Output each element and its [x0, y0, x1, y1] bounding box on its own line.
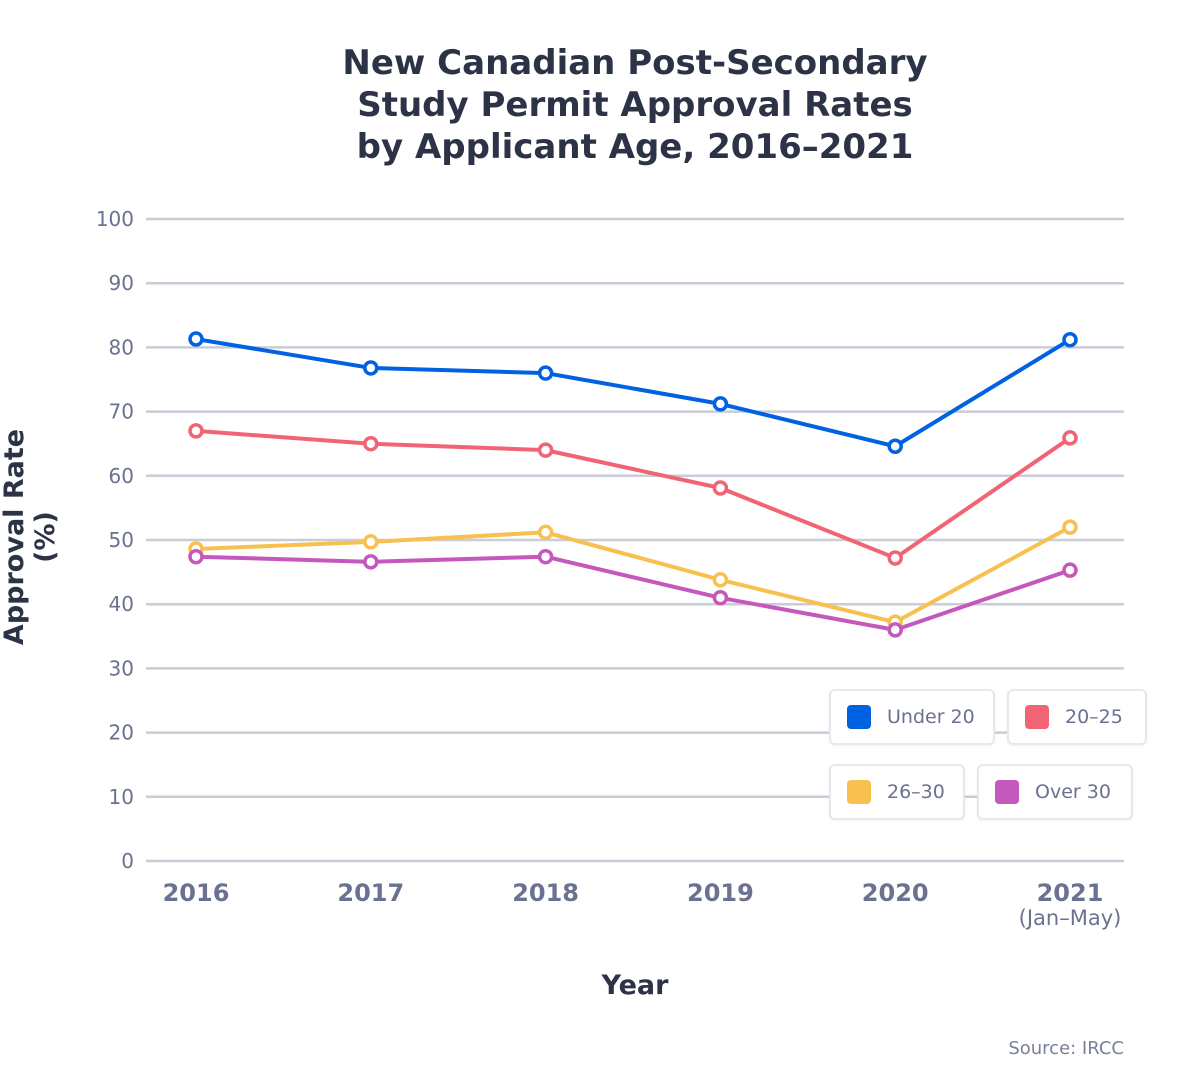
- data-point: [363, 554, 379, 570]
- data-point: [887, 622, 903, 638]
- data-point: [363, 360, 379, 376]
- data-point: [1062, 430, 1078, 446]
- data-point: [712, 480, 729, 496]
- data-point: [537, 524, 554, 541]
- data-point: [363, 435, 379, 452]
- data-point: [712, 572, 729, 588]
- x-tick-label: 2019: [687, 879, 754, 907]
- source-note: Source: IRCC: [1008, 1038, 1124, 1059]
- data-point: [712, 396, 729, 412]
- x-tick-label: 2020: [862, 879, 929, 907]
- legend-swatch: [847, 780, 871, 804]
- data-point: [188, 331, 204, 347]
- data-point: [712, 590, 729, 606]
- y-tick-label: 50: [109, 528, 134, 552]
- y-tick-label: 40: [109, 592, 134, 616]
- legend-label: Under 20: [887, 706, 975, 728]
- x-tick-label: 2016: [163, 879, 230, 907]
- data-point: [887, 550, 903, 566]
- legend-item-26-30: 26–30: [829, 764, 965, 820]
- x-tick-label: 2017: [337, 879, 404, 907]
- x-tick-label: 2018: [512, 879, 579, 907]
- data-point: [537, 548, 554, 565]
- y-tick-label: 10: [109, 785, 134, 809]
- x-axis-label: Year: [601, 970, 669, 1001]
- series-line-Over 30: [195, 554, 1071, 632]
- data-point: [537, 442, 554, 458]
- y-tick-label: 90: [109, 271, 134, 295]
- legend-label: Over 30: [1035, 781, 1111, 803]
- data-point: [188, 548, 204, 565]
- legend-swatch: [847, 705, 871, 729]
- y-tick-label: 0: [121, 849, 134, 873]
- series-line-20–25: [195, 428, 1072, 560]
- data-point: [1062, 519, 1078, 535]
- y-tick-label: 80: [109, 335, 134, 359]
- data-point: [1062, 562, 1078, 578]
- legend-label: 26–30: [887, 781, 945, 803]
- legend-item-20-25: 20–25: [1007, 689, 1147, 745]
- data-point: [188, 423, 204, 439]
- series-line-26–30: [195, 525, 1071, 625]
- x-tick-sublabel: (Jan–May): [1019, 906, 1122, 930]
- y-tick-label: 20: [109, 721, 134, 745]
- data-point: [887, 438, 903, 455]
- legend-item-under-20: Under 20: [829, 689, 995, 745]
- chart-title: New Canadian Post-Secondary Study Permit…: [342, 43, 928, 167]
- data-point: [537, 365, 554, 381]
- data-point: [363, 534, 379, 550]
- x-tick-label: 2021: [1037, 879, 1104, 907]
- y-tick-label: 70: [109, 400, 134, 424]
- legend-swatch: [995, 780, 1019, 804]
- legend-swatch: [1025, 705, 1049, 729]
- series-line-Under 20: [195, 337, 1072, 449]
- y-tick-label: 60: [109, 464, 134, 488]
- y-tick-label: 30: [109, 656, 134, 680]
- legend-item-over-30: Over 30: [977, 764, 1133, 820]
- y-tick-label: 100: [96, 207, 134, 231]
- legend-label: 20–25: [1065, 706, 1123, 728]
- data-point: [1062, 331, 1078, 348]
